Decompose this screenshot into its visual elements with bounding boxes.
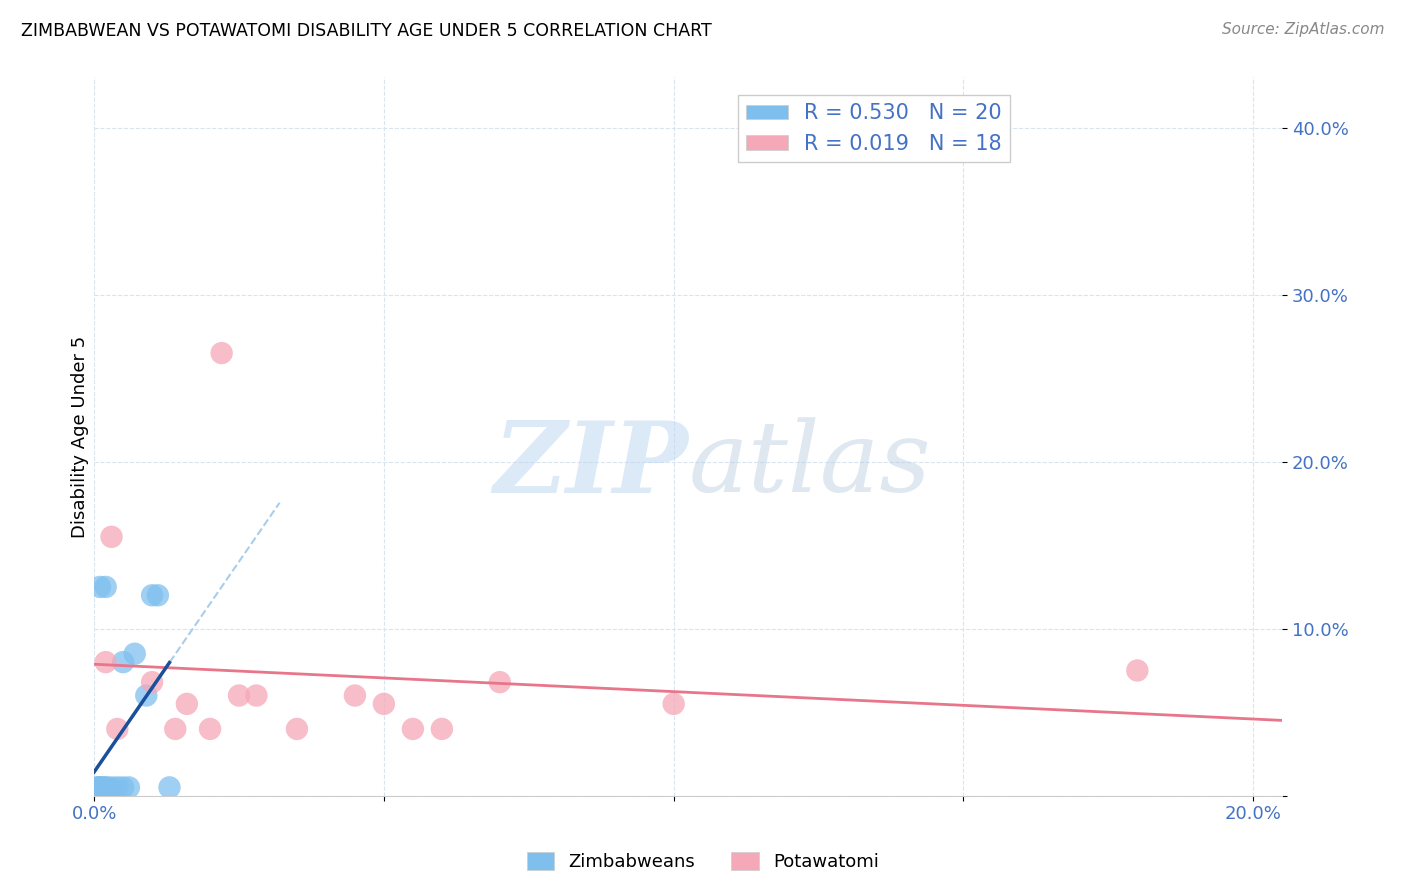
Point xyxy=(430,722,453,736)
Point xyxy=(141,675,163,690)
Point xyxy=(662,697,685,711)
Point xyxy=(198,722,221,736)
Text: Source: ZipAtlas.com: Source: ZipAtlas.com xyxy=(1222,22,1385,37)
Point xyxy=(402,722,425,736)
Point xyxy=(343,689,366,703)
Legend: Zimbabweans, Potawatomi: Zimbabweans, Potawatomi xyxy=(520,845,886,879)
Point xyxy=(94,782,117,797)
Point xyxy=(112,780,135,795)
Text: atlas: atlas xyxy=(688,417,931,513)
Point xyxy=(285,722,308,736)
Point xyxy=(100,780,122,795)
Point xyxy=(1126,664,1149,678)
Point xyxy=(94,780,117,795)
Point xyxy=(91,780,114,795)
Y-axis label: Disability Age Under 5: Disability Age Under 5 xyxy=(72,335,89,538)
Point xyxy=(89,780,111,795)
Point xyxy=(89,780,111,795)
Point xyxy=(94,580,117,594)
Point xyxy=(159,780,181,795)
Point xyxy=(105,780,128,795)
Point xyxy=(86,780,108,795)
Point xyxy=(211,346,233,360)
Point xyxy=(146,588,169,602)
Point xyxy=(90,782,112,797)
Point xyxy=(118,780,141,795)
Point xyxy=(245,689,267,703)
Point xyxy=(89,782,111,797)
Text: ZIP: ZIP xyxy=(494,417,688,514)
Point xyxy=(87,780,110,795)
Point xyxy=(94,780,117,795)
Point xyxy=(105,722,128,736)
Point xyxy=(176,697,198,711)
Point xyxy=(112,655,135,669)
Point xyxy=(100,782,122,797)
Legend: R = 0.530   N = 20, R = 0.019   N = 18: R = 0.530 N = 20, R = 0.019 N = 18 xyxy=(738,95,1011,162)
Point xyxy=(488,675,510,690)
Point xyxy=(141,588,163,602)
Point xyxy=(94,655,117,669)
Point xyxy=(124,647,146,661)
Point xyxy=(165,722,187,736)
Point xyxy=(100,530,122,544)
Text: ZIMBABWEAN VS POTAWATOMI DISABILITY AGE UNDER 5 CORRELATION CHART: ZIMBABWEAN VS POTAWATOMI DISABILITY AGE … xyxy=(21,22,711,40)
Point xyxy=(228,689,250,703)
Point xyxy=(89,580,111,594)
Point xyxy=(373,697,395,711)
Point xyxy=(135,689,157,703)
